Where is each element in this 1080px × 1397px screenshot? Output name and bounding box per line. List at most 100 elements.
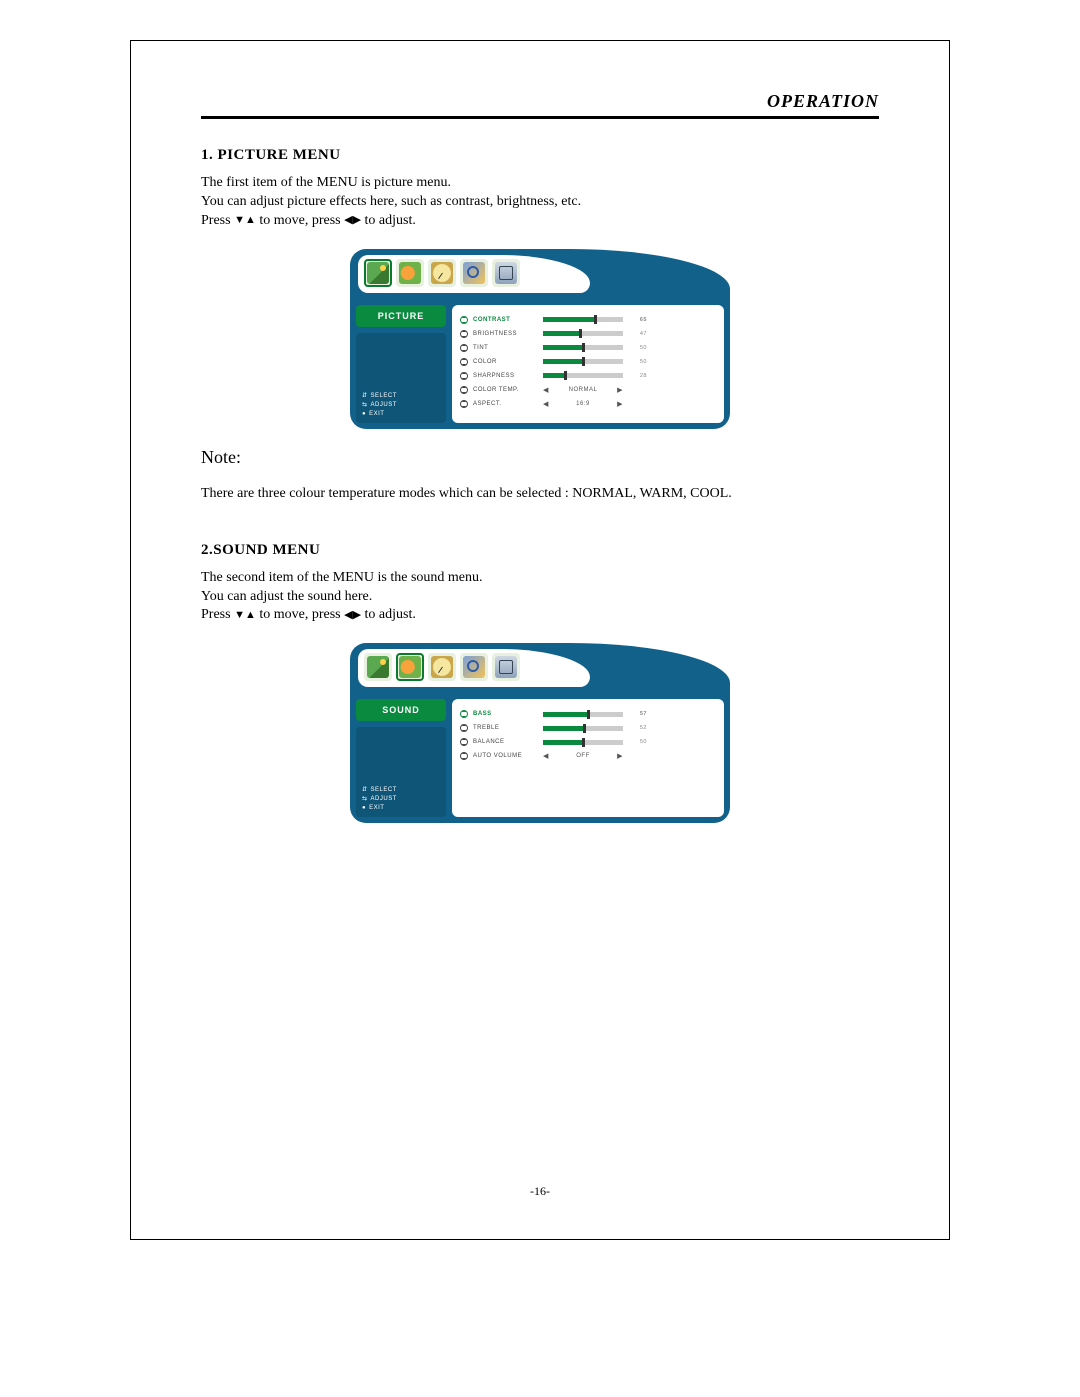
choice-text: 16:9: [576, 401, 590, 407]
osd-menu-title: SOUND: [356, 699, 446, 721]
updown-icon: [460, 400, 468, 408]
osd-settings-panel: CONTRAST65BRIGHTNESS47TINT50COLOR50SHARP…: [452, 305, 724, 423]
right-arrow-icon[interactable]: ▶: [617, 400, 623, 408]
setting-row-sharpness[interactable]: SHARPNESS28: [460, 369, 714, 383]
osd-tab-picture[interactable]: [364, 259, 392, 287]
clock-icon: [431, 262, 453, 284]
osd-top-bar: [350, 249, 730, 299]
updown-icon: [460, 344, 468, 352]
setting-row-tint[interactable]: TINT 50: [460, 341, 714, 355]
osd-tab-tv[interactable]: [492, 259, 520, 287]
up-arrow-icon: ▲: [245, 608, 256, 623]
setting-value: 65: [629, 317, 647, 323]
updown-icon: [460, 372, 468, 380]
setting-slider[interactable]: [543, 373, 623, 378]
section1-body: The first item of the MENU is picture me…: [201, 174, 879, 231]
tv-icon: [495, 262, 517, 284]
osd-tab-function[interactable]: [460, 259, 488, 287]
hint-adjust-icon: ⇆: [362, 402, 368, 408]
setting-row-bass[interactable]: BASS57: [460, 707, 714, 721]
setting-row-aspect-[interactable]: ASPECT.◀ 16:9 ▶: [460, 397, 714, 411]
section1-press-c: to adjust.: [361, 213, 416, 228]
osd-tab-sound[interactable]: [396, 653, 424, 681]
manual-page: OPERATION 1. PICTURE MENU The first item…: [130, 40, 950, 1240]
setting-label: BALANCE: [473, 739, 543, 745]
setting-label: SHARPNESS: [473, 373, 543, 379]
osd-top-bar: [350, 643, 730, 693]
left-arrow-icon: ◀: [344, 608, 352, 623]
section1-line2: You can adjust picture effects here, suc…: [201, 194, 581, 209]
setting-row-treble[interactable]: TREBLE52: [460, 721, 714, 735]
setting-label: TREBLE: [473, 725, 543, 731]
section1-press-b: to move, press: [256, 213, 344, 228]
setting-slider[interactable]: [543, 331, 623, 336]
osd-tab-sound[interactable]: [396, 259, 424, 287]
setting-label: ASPECT.: [473, 401, 543, 407]
setting-label: CONTRAST: [473, 317, 543, 323]
slider-cursor: [583, 724, 586, 733]
osd-tab-clock[interactable]: [428, 653, 456, 681]
setting-slider[interactable]: [543, 726, 623, 731]
setting-row-color-temp-[interactable]: COLOR TEMP.◀NORMAL▶: [460, 383, 714, 397]
updown-icon: [460, 710, 468, 718]
header-title: OPERATION: [201, 91, 879, 112]
setting-slider[interactable]: [543, 359, 623, 364]
left-arrow-icon[interactable]: ◀: [543, 386, 549, 394]
setting-label: BASS: [473, 711, 543, 717]
down-arrow-icon: ▼: [234, 608, 245, 623]
setting-slider[interactable]: [543, 740, 623, 745]
setting-choice[interactable]: ◀ 16:9 ▶: [543, 400, 623, 408]
updown-icon: [460, 330, 468, 338]
slider-cursor: [582, 738, 585, 747]
section1-line1: The first item of the MENU is picture me…: [201, 175, 451, 190]
setting-slider[interactable]: [543, 317, 623, 322]
hint-select-label: SELECT: [371, 787, 397, 793]
osd-tab-clock[interactable]: [428, 259, 456, 287]
setting-row-color[interactable]: COLOR50: [460, 355, 714, 369]
hint-select: ⇵SELECT: [362, 393, 442, 399]
slider-fill: [543, 726, 585, 731]
hint-select: ⇵SELECT: [362, 787, 442, 793]
setting-choice[interactable]: ◀NORMAL▶: [543, 386, 623, 394]
setting-slider[interactable]: [543, 712, 623, 717]
setting-row-auto-volume[interactable]: AUTO VOLUME◀OFF▶: [460, 749, 714, 763]
up-arrow-icon: ▲: [245, 213, 256, 228]
setting-row-brightness[interactable]: BRIGHTNESS47: [460, 327, 714, 341]
setting-label: TINT: [473, 345, 543, 351]
section2-press-a: Press: [201, 607, 234, 622]
slider-cursor: [582, 343, 585, 352]
hint-exit: ●EXIT: [362, 411, 442, 417]
osd-tab-row: [364, 653, 520, 681]
osd-tab-function[interactable]: [460, 653, 488, 681]
slider-fill: [543, 712, 589, 717]
section2-body: The second item of the MENU is the sound…: [201, 569, 879, 626]
setting-row-balance[interactable]: BALANCE50: [460, 735, 714, 749]
slider-cursor: [564, 371, 567, 380]
note-label: Note:: [201, 447, 879, 468]
function-icon: [463, 656, 485, 678]
osd-left-panel: PICTURE⇵SELECT⇆ADJUST●EXIT: [356, 305, 446, 423]
setting-row-contrast[interactable]: CONTRAST 65: [460, 313, 714, 327]
section2-press-c: to adjust.: [361, 607, 416, 622]
picture-icon: [367, 262, 389, 284]
sound-icon: [399, 656, 421, 678]
updown-icon: [460, 358, 468, 366]
osd-tab-picture[interactable]: [364, 653, 392, 681]
hint-exit-label: EXIT: [369, 805, 384, 811]
right-arrow-icon[interactable]: ▶: [617, 752, 623, 760]
updown-icon: [460, 752, 468, 760]
left-arrow-icon[interactable]: ◀: [543, 400, 549, 408]
updown-icon: [460, 386, 468, 394]
slider-fill: [543, 740, 583, 745]
setting-choice[interactable]: ◀OFF▶: [543, 752, 623, 760]
section1-heading: 1. PICTURE MENU: [201, 147, 879, 164]
setting-label: COLOR TEMP.: [473, 387, 543, 393]
osd-hint-box: ⇵SELECT⇆ADJUST●EXIT: [356, 333, 446, 423]
setting-value: 50: [629, 345, 647, 351]
left-arrow-icon[interactable]: ◀: [543, 752, 549, 760]
setting-slider[interactable]: [543, 345, 623, 350]
hint-adjust-label: ADJUST: [371, 796, 397, 802]
right-arrow-icon[interactable]: ▶: [617, 386, 623, 394]
slider-cursor: [579, 329, 582, 338]
osd-tab-tv[interactable]: [492, 653, 520, 681]
